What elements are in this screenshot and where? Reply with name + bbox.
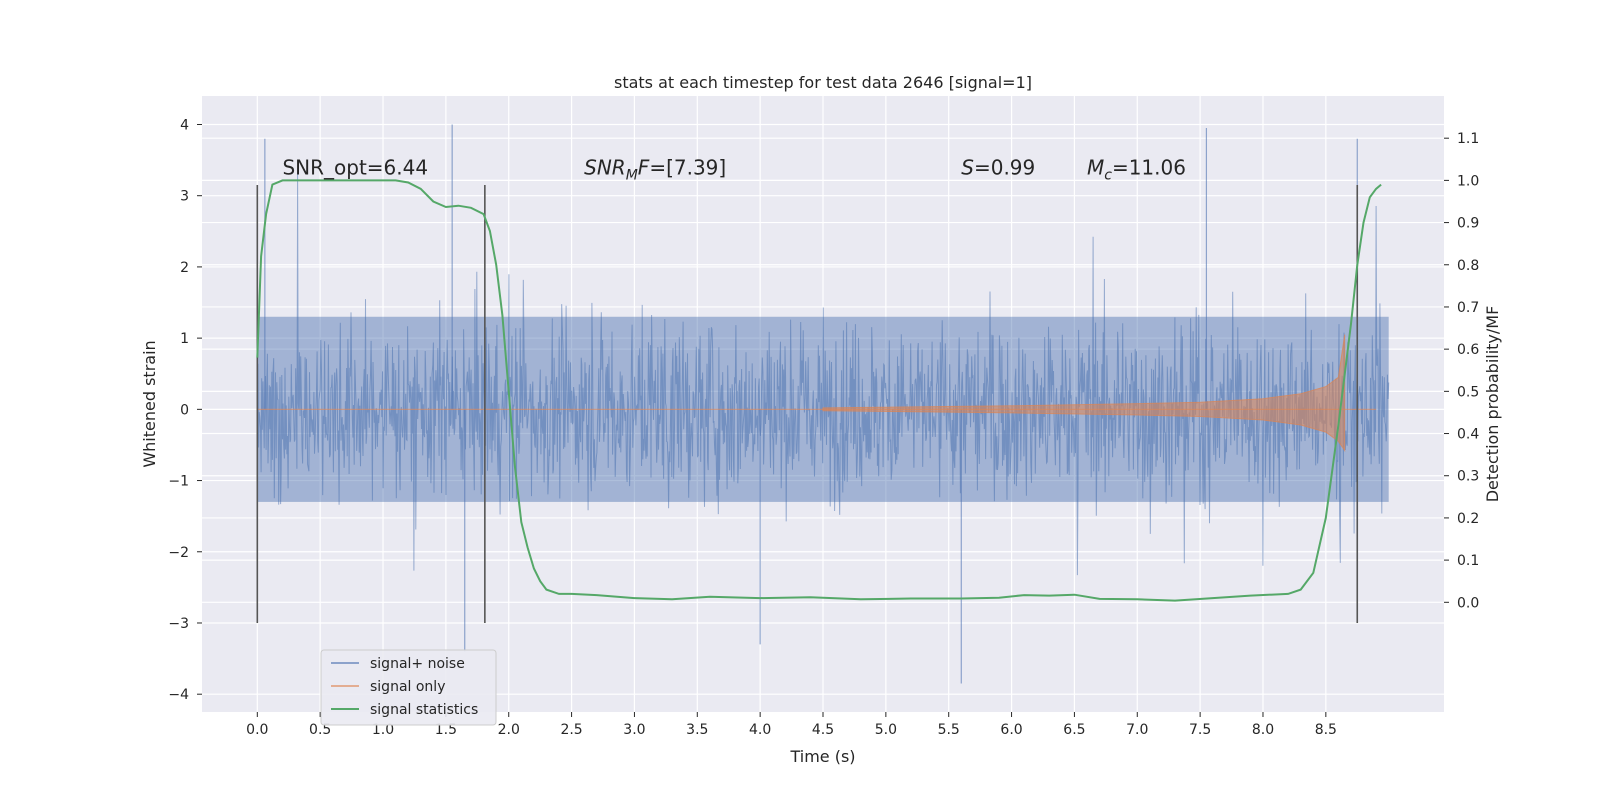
x-tick-label: 0.5 xyxy=(309,722,331,738)
legend-label-signal-noise: signal+ noise xyxy=(370,656,465,672)
y-tick-label: −3 xyxy=(168,616,189,632)
x-tick-label: 8.0 xyxy=(1252,722,1274,738)
x-tick-label: 3.0 xyxy=(623,722,645,738)
y-tick-label: 4 xyxy=(180,117,189,133)
x-tick-label: 6.5 xyxy=(1063,722,1085,738)
y2-tick-label: 1.0 xyxy=(1457,173,1479,189)
y2-tick-label: 0.6 xyxy=(1457,342,1479,358)
x-tick-label: 8.5 xyxy=(1315,722,1337,738)
y2-tick-label: 0.9 xyxy=(1457,216,1479,232)
y2-tick-label: 0.8 xyxy=(1457,258,1479,274)
x-tick-label: 5.5 xyxy=(938,722,960,738)
y-axis-ticks: −4 −3 −2 −1 0 1 2 3 4 xyxy=(168,117,202,703)
x-axis-label: Time (s) xyxy=(789,747,855,766)
y2-tick-label: 0.3 xyxy=(1457,469,1479,485)
y2-axis-label: Detection probability/MF xyxy=(1483,306,1502,503)
annotation-snr-mf: SNRMF=[7.39] xyxy=(584,155,726,183)
y2-tick-label: 0.5 xyxy=(1457,384,1479,400)
x-tick-label: 4.0 xyxy=(749,722,771,738)
x-axis-ticks: 0.0 0.5 1.0 1.5 2.0 2.5 3.0 3.5 4.0 4.5 5.0 5.5 6.0 6… xyxy=(246,712,1337,738)
legend-label-signal-statistics: signal statistics xyxy=(370,702,478,718)
y-tick-label: −1 xyxy=(168,474,189,490)
signal-noise-line xyxy=(256,172,1390,576)
y-axis-label: Whitened strain xyxy=(140,340,159,467)
y2-tick-label: 0.0 xyxy=(1457,595,1479,611)
y2-tick-label: 1.1 xyxy=(1457,131,1479,147)
signal-only-envelope xyxy=(822,334,1346,453)
x-tick-label: 6.0 xyxy=(1000,722,1022,738)
y-tick-label: 3 xyxy=(180,189,189,205)
x-tick-label: 2.0 xyxy=(498,722,520,738)
x-tick-label: 0.0 xyxy=(246,722,268,738)
x-tick-label: 7.0 xyxy=(1126,722,1148,738)
x-tick-label: 7.5 xyxy=(1189,722,1211,738)
y2-tick-label: 0.2 xyxy=(1457,511,1479,527)
y-tick-label: 0 xyxy=(180,402,189,418)
x-tick-label: 1.5 xyxy=(435,722,457,738)
y-tick-label: −2 xyxy=(168,545,189,561)
x-tick-label: 2.5 xyxy=(560,722,582,738)
x-tick-label: 5.0 xyxy=(875,722,897,738)
legend-label-signal-only: signal only xyxy=(370,679,445,695)
x-tick-label: 4.5 xyxy=(812,722,834,738)
x-tick-label: 3.5 xyxy=(686,722,708,738)
y-tick-label: 1 xyxy=(180,331,189,347)
vertical-markers xyxy=(256,185,1359,623)
legend: signal+ noise signal only signal statist… xyxy=(320,649,497,726)
annotation-s-stat: S=0.99 xyxy=(961,155,1035,179)
y2-tick-label: 0.7 xyxy=(1457,300,1479,316)
y2-axis-ticks: 0.0 0.1 0.2 0.3 0.4 0.5 0.6 0.7 0.8 0.9 1.0 1.1 xyxy=(1444,131,1479,611)
annotation-mc-stat: Mc=11.06 xyxy=(1087,155,1186,183)
chart-title: stats at each timestep for test data 264… xyxy=(614,73,1032,92)
signal-statistics-series xyxy=(256,179,1382,602)
annotation-snr-opt: SNR_opt=6.44 xyxy=(282,155,428,179)
y-tick-label: 2 xyxy=(180,260,189,276)
x-tick-label: 1.0 xyxy=(372,722,394,738)
y2-tick-label: 0.1 xyxy=(1457,553,1479,569)
annotations: SNR_opt=6.44 SNRMF=[7.39] S=0.99 Mc=11.06 xyxy=(282,155,1186,183)
legend-box xyxy=(320,649,497,726)
signal-only-series xyxy=(257,334,1377,453)
y-tick-label: −4 xyxy=(168,687,189,703)
signal-statistics-line xyxy=(256,179,1382,602)
y2-tick-label: 0.4 xyxy=(1457,427,1479,443)
